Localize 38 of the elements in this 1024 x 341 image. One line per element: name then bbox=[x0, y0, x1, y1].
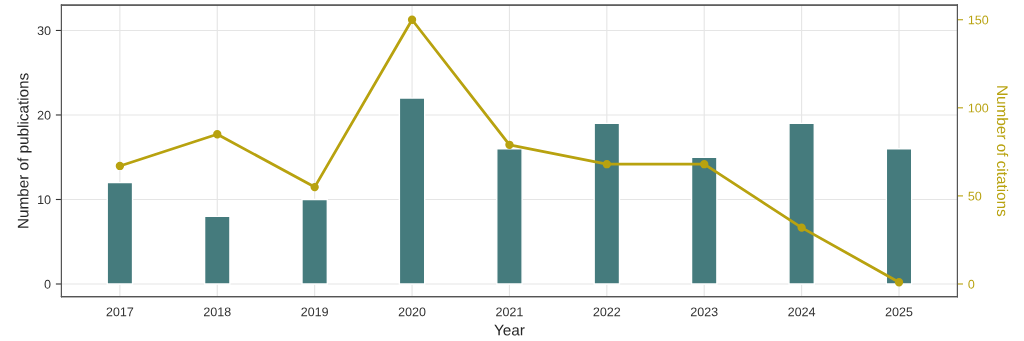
point bbox=[213, 130, 222, 139]
x-tick-label: 2023 bbox=[690, 307, 718, 317]
point bbox=[505, 140, 514, 149]
bar bbox=[203, 215, 231, 285]
y2-axis-title: Number of citations bbox=[996, 86, 1009, 217]
x-tick-label: 2019 bbox=[301, 307, 328, 317]
bar bbox=[106, 181, 134, 285]
point bbox=[310, 182, 319, 192]
x-tick-label: 2021 bbox=[496, 307, 523, 317]
x-tick-label: 2018 bbox=[203, 307, 231, 317]
y2-tick-label: 0 bbox=[968, 279, 975, 289]
y2-tick-label: 50 bbox=[968, 191, 982, 201]
bar bbox=[788, 122, 815, 285]
point bbox=[602, 160, 611, 169]
point bbox=[894, 278, 904, 287]
x-tick-label: 2017 bbox=[106, 307, 134, 317]
y2-tick-label: 100 bbox=[968, 103, 989, 113]
bar bbox=[301, 198, 329, 285]
point bbox=[700, 160, 709, 169]
x-axis-title: Year bbox=[494, 324, 525, 336]
bar bbox=[885, 148, 913, 285]
x-tick-label: 2024 bbox=[788, 307, 816, 317]
x-tick-label: 2022 bbox=[593, 307, 621, 317]
bar bbox=[496, 148, 523, 285]
y-axis-title: Number of publications bbox=[17, 73, 32, 228]
bar bbox=[398, 97, 426, 285]
y-tick-label: 20 bbox=[37, 110, 51, 120]
point bbox=[797, 223, 806, 232]
y-tick-label: 0 bbox=[44, 279, 51, 289]
y2-tick-label: 150 bbox=[968, 15, 989, 25]
point bbox=[115, 161, 125, 171]
bar bbox=[690, 156, 718, 285]
y-tick-label: 10 bbox=[38, 195, 51, 205]
point bbox=[407, 15, 417, 24]
bar bbox=[593, 122, 621, 285]
y-tick-label: 30 bbox=[37, 26, 51, 36]
x-tick-label: 2020 bbox=[398, 307, 426, 317]
x-tick-label: 2025 bbox=[885, 307, 913, 317]
